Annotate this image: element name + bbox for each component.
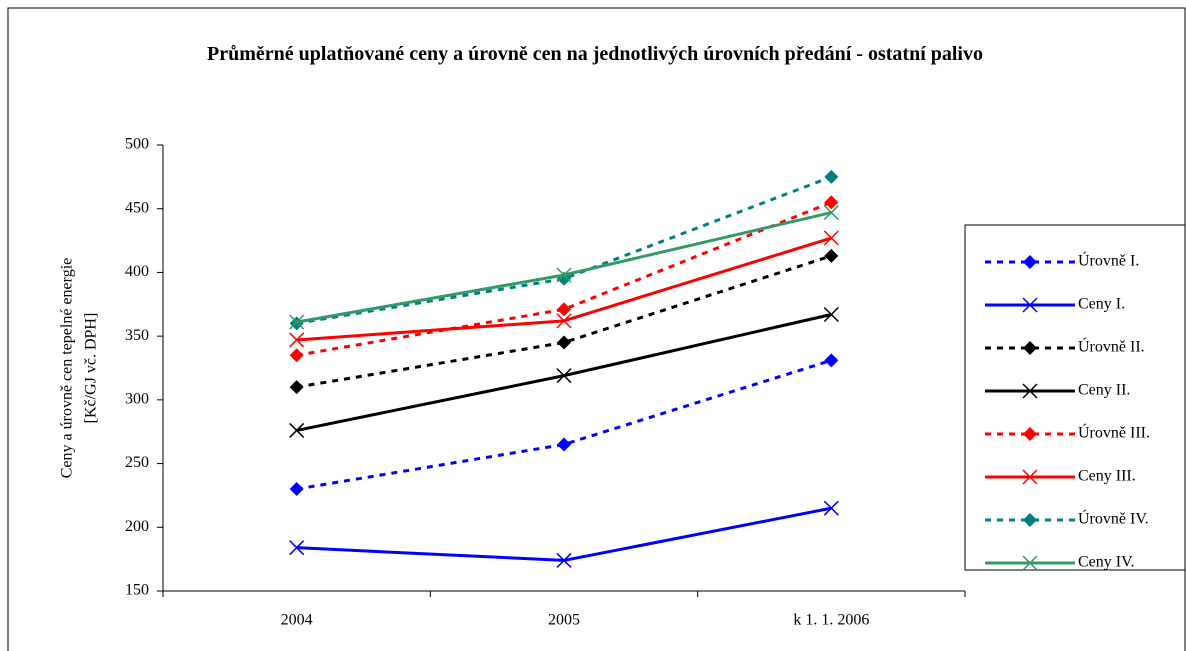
marker bbox=[556, 552, 572, 568]
x-tick-label: 2004 bbox=[281, 612, 313, 629]
legend-label: Ceny IV. bbox=[1078, 554, 1135, 571]
legend-label: Ceny III. bbox=[1078, 468, 1136, 485]
marker bbox=[823, 500, 839, 516]
y-axis-label: [Kč/GJ vč. DPH] bbox=[83, 313, 100, 424]
y-tick-label: 350 bbox=[125, 327, 149, 344]
legend-label: Úrovně IV. bbox=[1078, 509, 1149, 528]
marker bbox=[823, 205, 839, 221]
marker bbox=[289, 422, 305, 438]
legend-marker bbox=[1023, 255, 1037, 269]
legend-label: Úrovně II. bbox=[1078, 337, 1145, 356]
marker bbox=[824, 353, 839, 368]
legend-marker bbox=[1022, 469, 1038, 485]
marker bbox=[556, 313, 572, 329]
legend-marker bbox=[1022, 297, 1038, 313]
marker bbox=[823, 230, 839, 246]
y-tick-label: 400 bbox=[125, 263, 149, 280]
marker bbox=[289, 540, 305, 556]
legend-marker bbox=[1023, 513, 1037, 527]
marker bbox=[823, 306, 839, 323]
marker bbox=[289, 380, 304, 395]
series-line bbox=[296, 254, 832, 389]
legend-label: Úrovně I. bbox=[1078, 251, 1139, 270]
marker bbox=[556, 368, 572, 384]
legend-marker bbox=[1022, 555, 1038, 571]
y-tick-label: 450 bbox=[125, 199, 149, 216]
marker bbox=[289, 332, 305, 348]
marker bbox=[824, 195, 839, 210]
legend-marker bbox=[1023, 341, 1037, 355]
marker bbox=[556, 267, 572, 283]
legend-label: Ceny II. bbox=[1078, 382, 1130, 399]
marker bbox=[824, 169, 839, 184]
chart-title: Průměrné uplatňované ceny a úrovně cen n… bbox=[207, 43, 983, 65]
marker bbox=[557, 437, 571, 452]
y-tick-label: 200 bbox=[125, 518, 149, 535]
x-tick-label: k 1. 1. 2006 bbox=[793, 612, 869, 629]
series-line bbox=[296, 175, 832, 325]
legend-label: Ceny I. bbox=[1078, 296, 1125, 313]
legend-label: Úrovně III. bbox=[1078, 423, 1150, 442]
marker bbox=[289, 314, 305, 330]
legend-marker bbox=[1023, 427, 1037, 441]
marker bbox=[289, 482, 304, 497]
y-tick-label: 300 bbox=[125, 391, 149, 408]
marker bbox=[289, 316, 304, 331]
marker bbox=[557, 302, 571, 317]
legend-box bbox=[964, 224, 1186, 571]
y-tick-label: 250 bbox=[125, 454, 149, 471]
x-tick-label: 2005 bbox=[548, 612, 580, 629]
marker bbox=[824, 248, 839, 263]
legend-marker bbox=[1022, 383, 1038, 399]
marker bbox=[289, 348, 304, 363]
marker bbox=[557, 335, 571, 350]
y-tick-label: 500 bbox=[125, 136, 149, 153]
series-line bbox=[296, 358, 832, 491]
y-tick-label: 150 bbox=[125, 582, 149, 599]
y-axis-label: Ceny a úrovně cen tepelné energie bbox=[59, 258, 76, 479]
